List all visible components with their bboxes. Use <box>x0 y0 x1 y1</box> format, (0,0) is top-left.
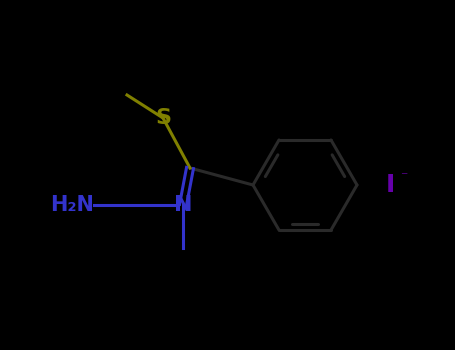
Text: ⁻: ⁻ <box>400 170 408 184</box>
Text: H₂N: H₂N <box>50 195 94 215</box>
Text: I: I <box>385 173 394 197</box>
Text: S: S <box>155 108 171 128</box>
Text: N: N <box>174 195 192 215</box>
